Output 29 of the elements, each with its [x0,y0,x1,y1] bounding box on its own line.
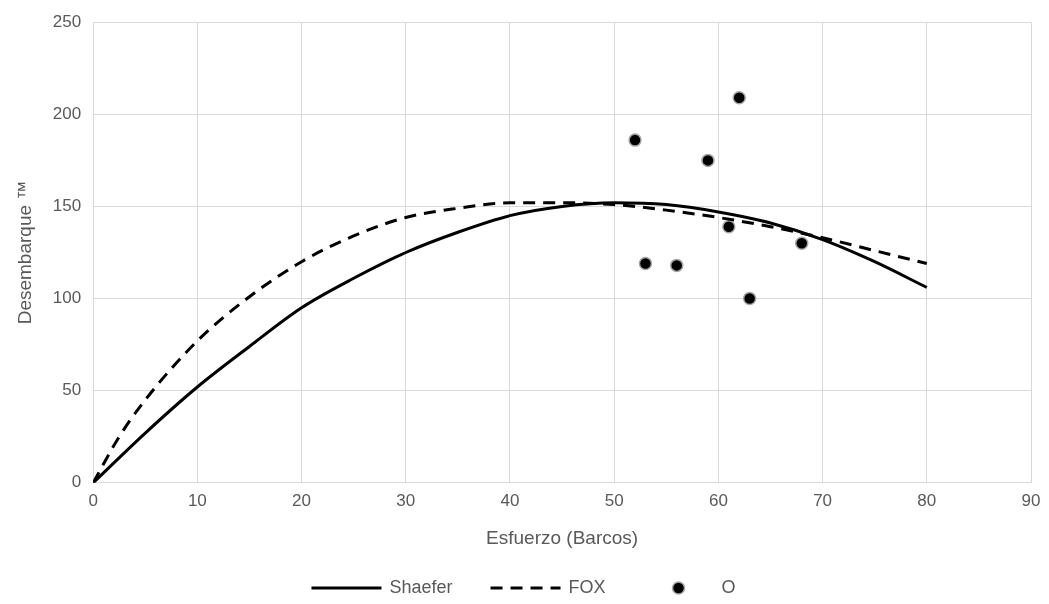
y-tick-label: 250 [52,11,82,31]
point [701,153,715,168]
y-tick-label: 50 [62,380,82,400]
x-tick-label: 0 [88,490,98,510]
point [628,133,642,147]
point [732,90,746,105]
y-tick-label: 200 [52,104,82,124]
point [795,236,809,251]
x-tick-label: 20 [292,490,312,510]
legend-label: Shaefer [389,576,453,597]
x-tick-label: 60 [708,490,728,510]
point [638,256,653,271]
point [722,219,736,234]
point [742,291,757,306]
x-tick-label: 40 [500,490,520,510]
point [669,258,684,273]
x-tick-label: 10 [187,490,207,510]
x-axis-title: Esfuerzo (Barcos) [486,526,639,548]
x-tick-label: 50 [604,490,624,510]
legend-label: FOX [568,576,606,597]
x-tick-label: 90 [1021,490,1041,510]
x-tick-label: 70 [813,490,833,510]
legend-label: O [721,576,736,597]
x-tick-label: 80 [917,490,937,510]
y-tick-label: 0 [71,472,82,492]
y-tick-label: 100 [52,288,82,308]
x-tick-label: 30 [396,490,416,510]
y-axis-title: Desembarque ™ [13,180,35,325]
y-tick-label: 150 [52,196,82,216]
